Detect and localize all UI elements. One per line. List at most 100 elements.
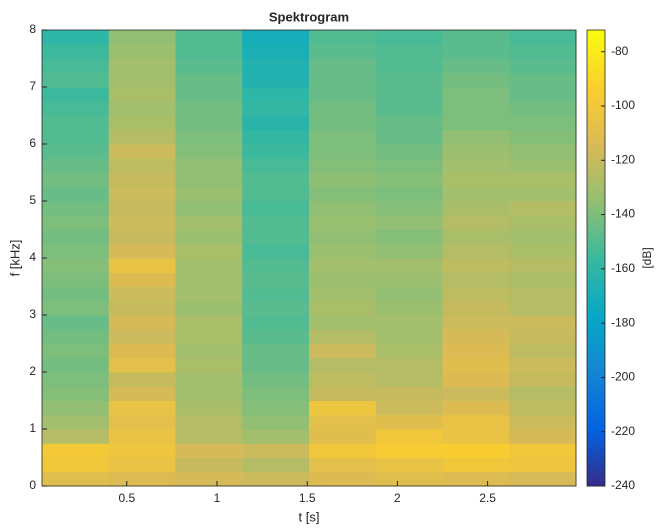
colorbar-swatch [587, 104, 605, 107]
cell [442, 400, 510, 416]
cell [442, 229, 510, 245]
colorbar-swatch [587, 218, 605, 221]
cell [309, 315, 377, 330]
cell [309, 414, 377, 430]
cell [108, 429, 176, 444]
cell [242, 400, 310, 416]
cell [42, 286, 110, 302]
colorbar-swatch [587, 462, 605, 465]
colorbar-swatch [587, 252, 605, 255]
cell [108, 386, 176, 401]
colorbar-swatch [587, 392, 605, 395]
colorbar-swatch [587, 414, 605, 417]
cell [509, 357, 577, 373]
cell [375, 272, 443, 287]
cell [509, 101, 577, 116]
cell [108, 343, 176, 359]
colorbar-swatch [587, 346, 605, 349]
cell [375, 72, 443, 88]
cell [242, 129, 310, 145]
cell [309, 215, 377, 230]
colorbar-swatch [587, 468, 605, 471]
cell [242, 414, 310, 430]
colorbar-swatch [587, 162, 605, 165]
x-tick-label: 2 [394, 491, 401, 505]
cell [242, 186, 310, 202]
cell [442, 72, 510, 88]
colorbar-swatch [587, 178, 605, 181]
cell [175, 429, 243, 444]
cell [42, 386, 110, 401]
cell [309, 300, 377, 316]
cell [375, 215, 443, 230]
colorbar-swatch [587, 202, 605, 205]
colorbar-swatch [587, 454, 605, 457]
colorbar-swatch [587, 200, 605, 203]
colorbar-swatch [587, 166, 605, 169]
colorbar-swatch [587, 70, 605, 73]
cell [309, 101, 377, 116]
cell [375, 443, 443, 458]
y-tick-label: 4 [29, 250, 36, 264]
cell [175, 87, 243, 102]
colorbar-swatch [587, 476, 605, 479]
cell [375, 471, 443, 487]
cell [442, 329, 510, 344]
colorbar-swatch [587, 356, 605, 359]
colorbar-swatch [587, 438, 605, 441]
cell [309, 30, 377, 45]
colorbar-swatch [587, 42, 605, 45]
colorbar-swatch [587, 262, 605, 265]
colorbar-swatch [587, 112, 605, 115]
cell [309, 471, 377, 487]
cell [242, 229, 310, 245]
colorbar-swatch [587, 180, 605, 183]
cell [42, 58, 110, 74]
cell [309, 286, 377, 302]
colorbar-swatch [587, 226, 605, 229]
cell [375, 414, 443, 430]
colorbar-swatch [587, 388, 605, 391]
colorbar-swatch [587, 40, 605, 43]
cell [509, 186, 577, 202]
colorbar-swatch [587, 430, 605, 433]
cell [108, 44, 176, 59]
cell [42, 186, 110, 202]
colorbar-swatch [587, 460, 605, 463]
cell [309, 129, 377, 145]
colorbar-swatch [587, 352, 605, 355]
cell [509, 471, 577, 487]
cell [309, 44, 377, 59]
colorbar-tick-label: -220 [611, 424, 635, 438]
cell [242, 172, 310, 188]
cell [42, 443, 110, 458]
colorbar-swatch [587, 64, 605, 67]
colorbar-swatch [587, 428, 605, 431]
colorbar-swatch [587, 312, 605, 315]
colorbar-swatch [587, 256, 605, 259]
cell [509, 386, 577, 401]
colorbar-swatch [587, 300, 605, 303]
cell [42, 315, 110, 330]
cell [309, 329, 377, 344]
colorbar-swatch [587, 284, 605, 287]
cell [175, 243, 243, 259]
colorbar-swatch [587, 50, 605, 53]
cell [509, 58, 577, 74]
colorbar-swatch [587, 398, 605, 401]
y-tick-label: 3 [29, 307, 36, 321]
cell [309, 72, 377, 88]
y-tick-label: 1 [29, 421, 36, 435]
cell [375, 243, 443, 259]
cell [375, 129, 443, 145]
colorbar-swatch [587, 148, 605, 151]
colorbar-tick-label: -120 [611, 152, 635, 166]
colorbar-swatch [587, 72, 605, 75]
cell [242, 258, 310, 273]
cell [509, 229, 577, 245]
cell [108, 272, 176, 287]
colorbar-swatch [587, 484, 605, 487]
cell [442, 186, 510, 202]
colorbar-tick-label: -140 [611, 207, 635, 221]
x-tick-label: 1 [214, 491, 221, 505]
